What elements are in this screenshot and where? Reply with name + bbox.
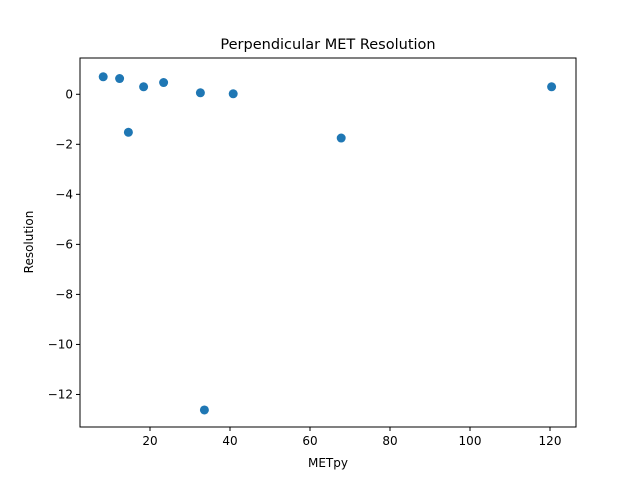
data-point [336, 133, 346, 143]
data-point [547, 82, 557, 92]
x-tick-label: 120 [539, 434, 562, 448]
x-tick-label: 100 [459, 434, 482, 448]
y-tick-label: −8 [55, 287, 73, 301]
x-tick-label: 40 [222, 434, 237, 448]
data-point [115, 74, 125, 84]
chart-title: Perpendicular MET Resolution [220, 37, 435, 53]
data-point [123, 127, 133, 137]
data-point [199, 405, 209, 415]
x-axis-ticks: 20 40 60 80 100 120 [142, 427, 561, 448]
data-point [195, 88, 205, 98]
plot-frame [79, 57, 577, 428]
y-tick-label: −6 [55, 237, 73, 251]
data-point [139, 82, 149, 92]
data-point [228, 89, 238, 99]
y-tick-label: −12 [48, 387, 73, 401]
y-axis-label: Resolution [22, 211, 36, 274]
data-point [159, 78, 169, 88]
x-axis-label: METpy [308, 456, 348, 470]
y-tick-label: −2 [55, 137, 73, 151]
x-tick-label: 80 [382, 434, 397, 448]
x-tick-label: 20 [142, 434, 157, 448]
y-tick-label: 0 [65, 87, 73, 101]
data-point [98, 72, 108, 82]
y-tick-label: −10 [48, 337, 73, 351]
y-tick-label: −4 [55, 187, 73, 201]
y-axis-ticks: 0 −2 −4 −6 −8 −10 −12 [48, 87, 80, 401]
points-layer [98, 72, 557, 415]
x-tick-label: 60 [302, 434, 317, 448]
